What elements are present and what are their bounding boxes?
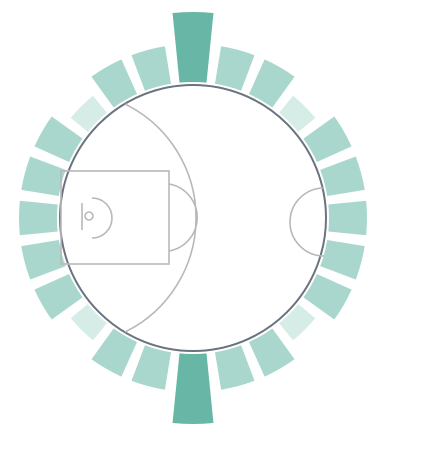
radial-bar-18 xyxy=(18,200,58,236)
basketball-court xyxy=(60,103,325,333)
free-throw-lane xyxy=(60,170,170,265)
radial-bar-23 xyxy=(131,46,172,91)
court-boundary-circle xyxy=(59,84,327,352)
radial-bar-0 xyxy=(172,12,214,83)
radial-bar-3 xyxy=(279,95,316,132)
radial-bar-6 xyxy=(328,200,368,236)
radial-bar-16 xyxy=(34,273,83,320)
radial-bar-11 xyxy=(214,345,255,390)
radial-bar-9 xyxy=(279,304,316,341)
radial-bars xyxy=(18,12,368,424)
radial-bar-22 xyxy=(91,59,138,108)
radial-bar-17 xyxy=(21,239,66,280)
radial-bar-7 xyxy=(320,239,365,280)
center-circle-arc xyxy=(289,187,325,257)
radial-bar-12 xyxy=(172,353,214,424)
radial-bar-19 xyxy=(21,156,66,197)
radial-bar-5 xyxy=(320,156,365,197)
radial-bar-2 xyxy=(248,59,295,108)
radial-bar-13 xyxy=(131,345,172,390)
radial-bar-21 xyxy=(70,95,107,132)
restricted-area-arc xyxy=(91,197,113,239)
radial-bar-8 xyxy=(303,273,352,320)
radial-bar-14 xyxy=(91,328,138,377)
radial-bar-1 xyxy=(214,46,255,91)
radial-bar-20 xyxy=(34,116,83,163)
radial-bar-15 xyxy=(70,304,107,341)
radial-bar-4 xyxy=(303,116,352,163)
rim xyxy=(84,211,94,221)
free-throw-circle xyxy=(168,183,198,252)
radial-bar-10 xyxy=(248,328,295,377)
three-point-arc xyxy=(124,103,197,333)
